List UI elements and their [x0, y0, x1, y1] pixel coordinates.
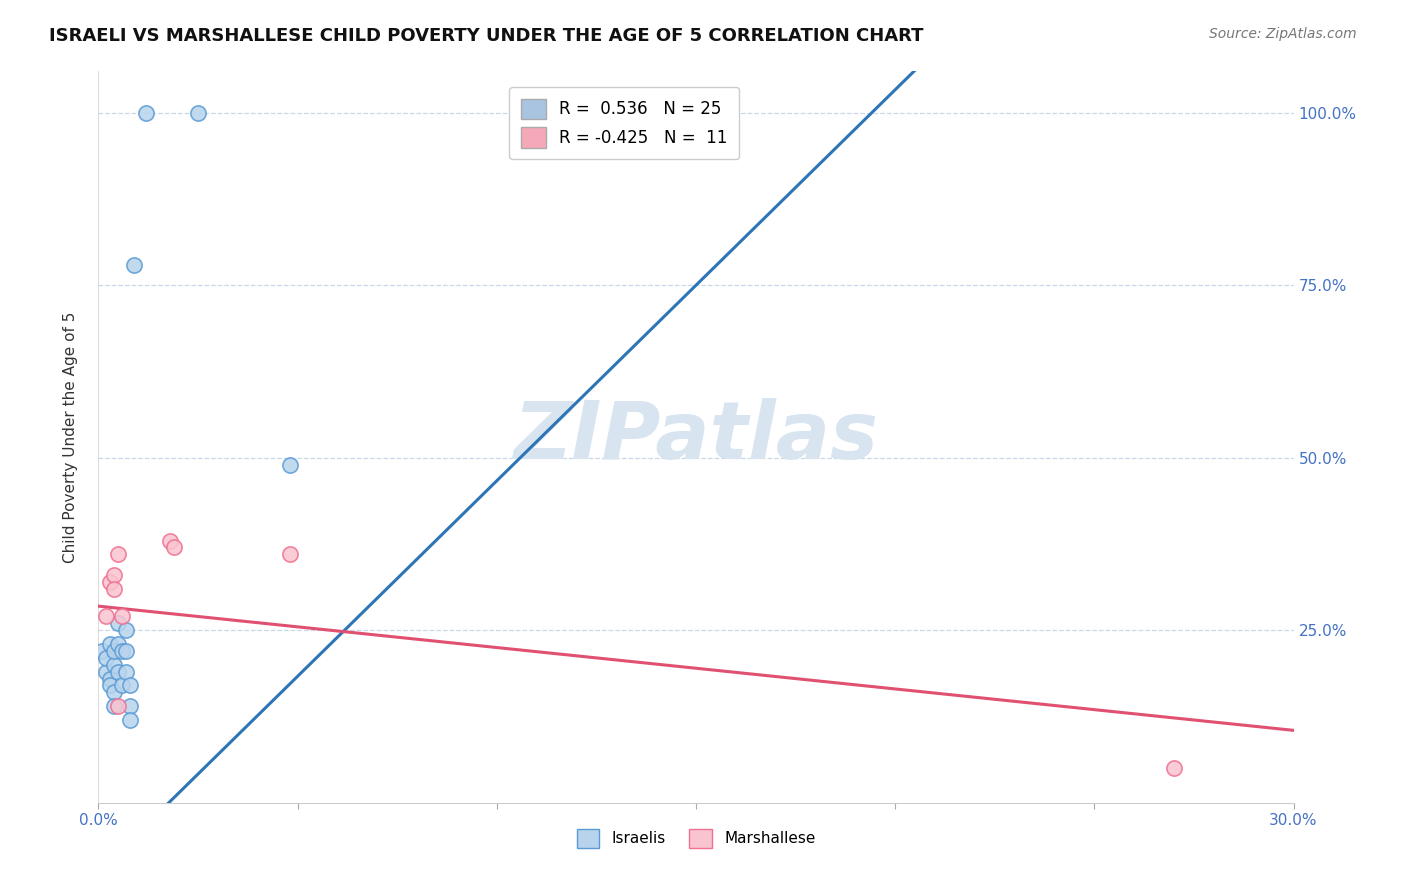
Legend: Israelis, Marshallese: Israelis, Marshallese — [571, 822, 821, 854]
Point — [98, 672, 122, 686]
Point — [1163, 761, 1185, 775]
Point — [115, 644, 138, 658]
Point — [115, 624, 138, 638]
Point — [278, 458, 301, 472]
Point — [103, 699, 125, 714]
Point — [107, 548, 129, 562]
Point — [187, 105, 209, 120]
Point — [103, 685, 125, 699]
Point — [111, 678, 134, 692]
Point — [103, 657, 125, 672]
Point — [107, 665, 129, 679]
Point — [98, 678, 122, 692]
Point — [107, 637, 129, 651]
Point — [107, 699, 129, 714]
Point — [96, 665, 118, 679]
Point — [103, 582, 125, 596]
Point — [120, 713, 142, 727]
Point — [135, 105, 157, 120]
Point — [159, 533, 181, 548]
Point — [111, 609, 134, 624]
Y-axis label: Child Poverty Under the Age of 5: Child Poverty Under the Age of 5 — [63, 311, 77, 563]
Point — [91, 644, 114, 658]
Point — [278, 548, 301, 562]
Point — [98, 574, 122, 589]
Point — [96, 651, 118, 665]
Text: Source: ZipAtlas.com: Source: ZipAtlas.com — [1209, 27, 1357, 41]
Point — [124, 258, 146, 272]
Point — [163, 541, 186, 555]
Point — [103, 568, 125, 582]
Point — [103, 644, 125, 658]
Point — [115, 665, 138, 679]
Text: ZIPatlas: ZIPatlas — [513, 398, 879, 476]
Point — [111, 644, 134, 658]
Point — [96, 609, 118, 624]
Point — [107, 616, 129, 631]
Point — [98, 637, 122, 651]
Point — [120, 678, 142, 692]
Point — [120, 699, 142, 714]
Text: ISRAELI VS MARSHALLESE CHILD POVERTY UNDER THE AGE OF 5 CORRELATION CHART: ISRAELI VS MARSHALLESE CHILD POVERTY UND… — [49, 27, 924, 45]
